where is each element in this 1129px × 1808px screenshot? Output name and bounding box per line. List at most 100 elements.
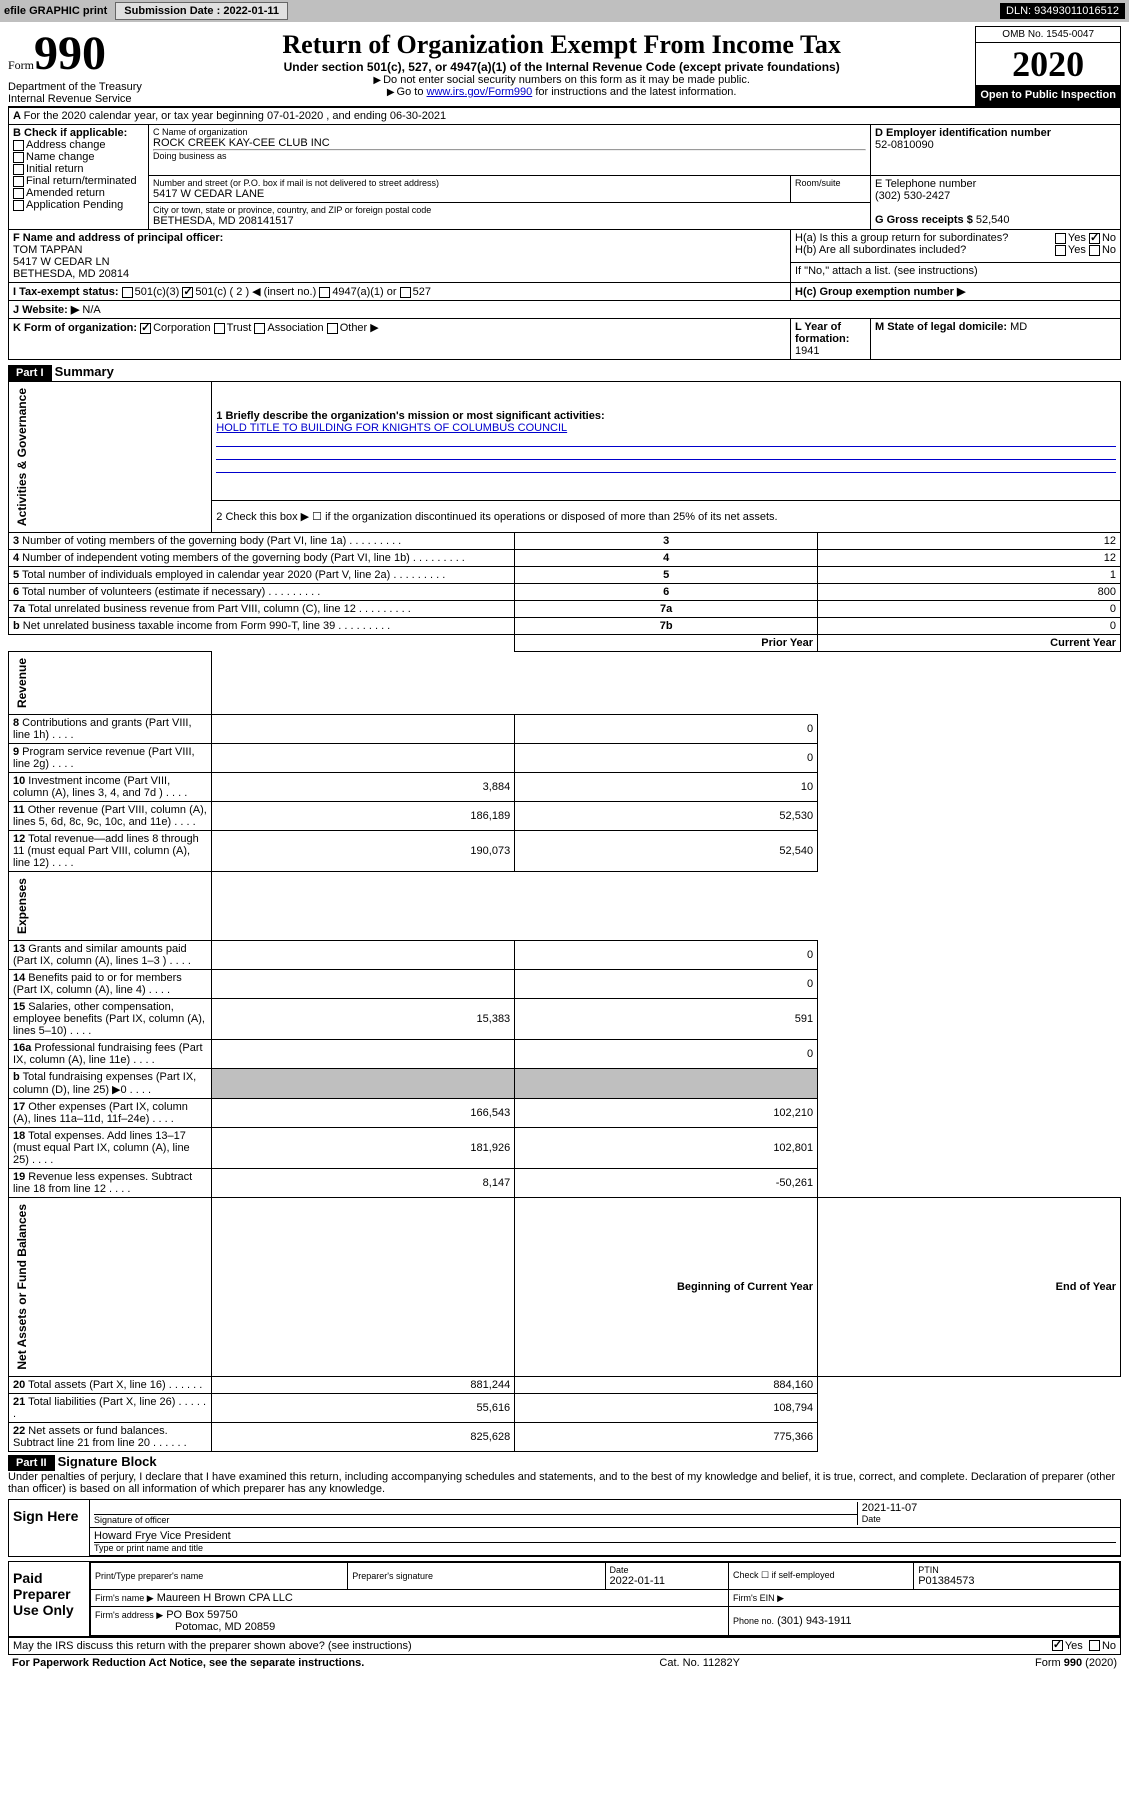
ha-no-cb[interactable] — [1089, 233, 1100, 244]
addr-label: Number and street (or P.O. box if mail i… — [153, 178, 786, 188]
table-row: 17 Other expenses (Part IX, column (A), … — [9, 1099, 1121, 1128]
efile-label: efile GRAPHIC print — [4, 5, 107, 17]
table-row: 13 Grants and similar amounts paid (Part… — [9, 941, 1121, 970]
paid-prep-label: Paid Preparer Use Only — [9, 1562, 89, 1636]
hdr-end: End of Year — [818, 1198, 1121, 1377]
city-value: BETHESDA, MD 208141517 — [153, 215, 866, 227]
table-row: 8 Contributions and grants (Part VIII, l… — [9, 715, 1121, 744]
corp-cb[interactable] — [140, 323, 151, 334]
footer-mid: Cat. No. 11282Y — [659, 1657, 740, 1669]
assoc-cb[interactable] — [254, 323, 265, 334]
officer-name: TOM TAPPAN — [13, 244, 786, 256]
side-exp: Expenses — [13, 874, 31, 938]
table-row: 19 Revenue less expenses. Subtract line … — [9, 1169, 1121, 1198]
table-row: 9 Program service revenue (Part VIII, li… — [9, 744, 1121, 773]
hdr-curr: Current Year — [818, 635, 1121, 652]
ein-value: 52-0810090 — [875, 139, 1116, 151]
table-row: 20 Total assets (Part X, line 16) . . . … — [9, 1376, 1121, 1393]
527-cb[interactable] — [400, 287, 411, 298]
state-label: M State of legal domicile: — [875, 321, 1007, 333]
phone-label: E Telephone number — [875, 178, 1116, 190]
table-row: 16a Professional fundraising fees (Part … — [9, 1040, 1121, 1069]
officer-name-sig: Howard Frye Vice President — [94, 1530, 1116, 1543]
table-row: 22 Net assets or fund balances. Subtract… — [9, 1422, 1121, 1451]
part2-title: Signature Block — [58, 1454, 157, 1469]
hb-label: H(b) Are all subordinates included? — [795, 244, 966, 256]
addr-value: 5417 W CEDAR LANE — [153, 188, 786, 200]
form990-link[interactable]: www.irs.gov/Form990 — [427, 86, 533, 98]
table-row: b Total fundraising expenses (Part IX, c… — [9, 1069, 1121, 1099]
501c-cb[interactable] — [182, 287, 193, 298]
part2-hdr: Part II — [8, 1455, 55, 1471]
table-row: b Net unrelated business taxable income … — [9, 618, 1121, 635]
table-row: 12 Total revenue—add lines 8 through 11 … — [9, 831, 1121, 872]
year-form-label: L Year of formation: — [795, 321, 849, 345]
omb-number: OMB No. 1545-0047 — [976, 27, 1120, 43]
officer-name-label: Type or print name and title — [94, 1543, 1116, 1553]
paid-prep-block: Paid Preparer Use Only Print/Type prepar… — [8, 1561, 1121, 1637]
info-table: A For the 2020 calendar year, or tax yea… — [8, 106, 1121, 360]
footer: For Paperwork Reduction Act Notice, see … — [8, 1655, 1121, 1671]
city-label: City or town, state or province, country… — [153, 205, 866, 215]
summary-table: Activities & Governance 1 Briefly descri… — [8, 381, 1121, 1452]
addr-change-cb[interactable] — [13, 140, 24, 151]
website-value: N/A — [82, 304, 100, 316]
initial-return-cb[interactable] — [13, 164, 24, 175]
sig-date: 2021-11-07 — [862, 1502, 1116, 1514]
footer-right: Form 990 (2020) — [1035, 1657, 1117, 1669]
table-row: 21 Total liabilities (Part X, line 26) .… — [9, 1393, 1121, 1422]
org-name-label: C Name of organization — [153, 127, 866, 137]
side-ag: Activities & Governance — [13, 384, 31, 530]
side-na: Net Assets or Fund Balances — [13, 1200, 31, 1374]
other-cb[interactable] — [327, 323, 338, 334]
sig-officer-label: Signature of officer — [94, 1515, 857, 1525]
hb-no-cb[interactable] — [1089, 245, 1100, 256]
gross-value: 52,540 — [976, 214, 1010, 226]
state-value: MD — [1010, 321, 1027, 333]
block-b-label: B Check if applicable: — [13, 127, 144, 139]
hdr-begin: Beginning of Current Year — [515, 1198, 818, 1377]
org-name: ROCK CREEK KAY-CEE CLUB INC — [153, 137, 866, 149]
hb-yes-cb[interactable] — [1055, 245, 1066, 256]
footer-left: For Paperwork Reduction Act Notice, see … — [12, 1657, 364, 1669]
year-form-value: 1941 — [795, 345, 819, 357]
4947-cb[interactable] — [319, 287, 330, 298]
submission-date-btn[interactable]: Submission Date : 2022-01-11 — [115, 2, 288, 20]
name-change-cb[interactable] — [13, 152, 24, 163]
subtitle: Under section 501(c), 527, or 4947(a)(1)… — [160, 60, 963, 74]
side-rev: Revenue — [13, 654, 31, 712]
hdr-prior: Prior Year — [515, 635, 818, 652]
room-label: Room/suite — [795, 178, 866, 188]
open-public: Open to Public Inspection — [976, 85, 1120, 105]
table-row: 6 Total number of volunteers (estimate i… — [9, 584, 1121, 601]
discuss-no-cb[interactable] — [1089, 1640, 1100, 1651]
table-row: 14 Benefits paid to or for members (Part… — [9, 970, 1121, 999]
inst1: Do not enter social security numbers on … — [383, 74, 750, 86]
app-pending-cb[interactable] — [13, 200, 24, 211]
hb-note: If "No," attach a list. (see instruction… — [795, 265, 978, 277]
penalty-text: Under penalties of perjury, I declare th… — [8, 1471, 1121, 1495]
sign-here-label: Sign Here — [9, 1500, 89, 1556]
form-990-label: Form990 — [8, 26, 148, 81]
amended-cb[interactable] — [13, 188, 24, 199]
ein-label: D Employer identification number — [875, 127, 1116, 139]
website-label: J Website: ▶ — [13, 304, 79, 316]
trust-cb[interactable] — [214, 323, 225, 334]
phone-value: (302) 530-2427 — [875, 190, 1116, 202]
q2: 2 Check this box ▶ ☐ if the organization… — [212, 501, 1121, 533]
officer-addr2: BETHESDA, MD 20814 — [13, 268, 786, 280]
title-center: Return of Organization Exempt From Incom… — [156, 26, 967, 102]
501c3-cb[interactable] — [122, 287, 133, 298]
main-title: Return of Organization Exempt From Incom… — [160, 30, 963, 60]
ha-label: H(a) Is this a group return for subordin… — [795, 232, 1008, 244]
discuss-yes-cb[interactable] — [1052, 1640, 1063, 1651]
officer-label: F Name and address of principal officer: — [13, 232, 786, 244]
part1-title: Summary — [55, 364, 114, 379]
table-row: 11 Other revenue (Part VIII, column (A),… — [9, 802, 1121, 831]
dept-label: Department of the Treasury Internal Reve… — [8, 81, 148, 105]
officer-addr1: 5417 W CEDAR LN — [13, 256, 786, 268]
table-row: 10 Investment income (Part VIII, column … — [9, 773, 1121, 802]
table-row: 18 Total expenses. Add lines 13–17 (must… — [9, 1128, 1121, 1169]
final-return-cb[interactable] — [13, 176, 24, 187]
ha-yes-cb[interactable] — [1055, 233, 1066, 244]
